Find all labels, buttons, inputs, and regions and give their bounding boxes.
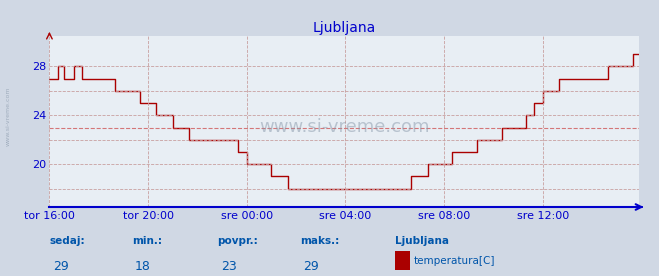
Text: min.:: min.: [132, 236, 162, 246]
Title: Ljubljana: Ljubljana [313, 21, 376, 35]
Text: www.si-vreme.com: www.si-vreme.com [259, 118, 430, 136]
Text: maks.:: maks.: [300, 236, 339, 246]
Text: 18: 18 [135, 261, 151, 274]
Text: povpr.:: povpr.: [217, 236, 258, 246]
Text: Ljubljana: Ljubljana [395, 236, 449, 246]
Text: 23: 23 [221, 261, 237, 274]
Text: 29: 29 [53, 261, 69, 274]
Text: 29: 29 [303, 261, 319, 274]
Text: sedaj:: sedaj: [49, 236, 85, 246]
Text: temperatura[C]: temperatura[C] [414, 256, 496, 266]
Text: www.si-vreme.com: www.si-vreme.com [5, 86, 11, 146]
